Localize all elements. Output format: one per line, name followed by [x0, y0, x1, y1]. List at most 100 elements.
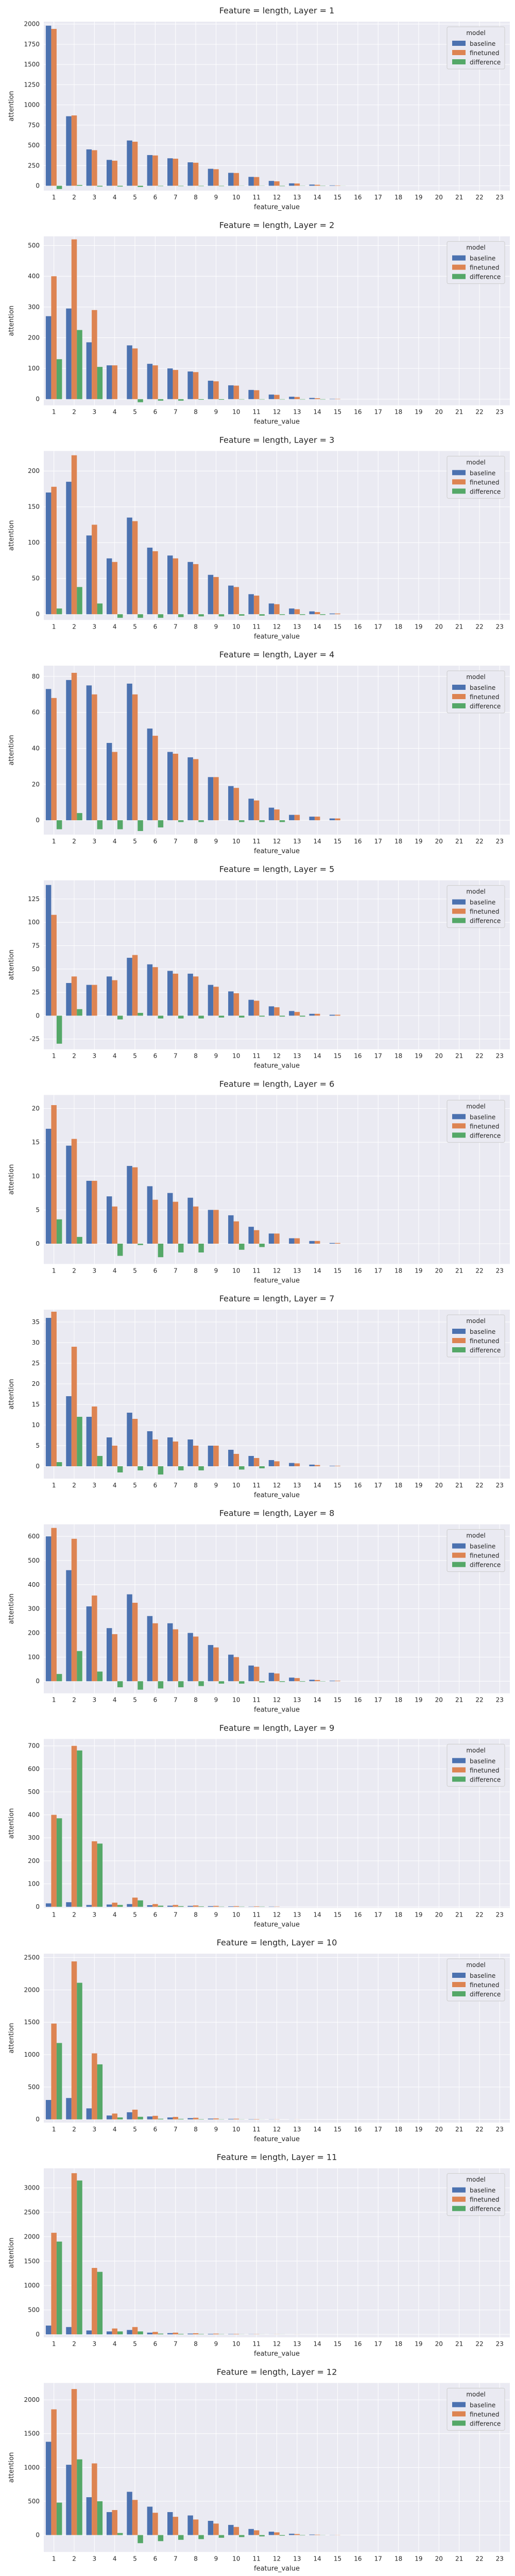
- bar-difference: [320, 399, 325, 400]
- x-tick-label: 5: [133, 1697, 137, 1704]
- x-tick-label: 19: [415, 409, 422, 416]
- bar-difference: [77, 1651, 82, 1682]
- bar-finetuned: [112, 2510, 117, 2535]
- bar-baseline: [208, 574, 214, 615]
- chart-panel-1: Feature = length, Layer = 1 0 250 500 750 100…: [8, 6, 510, 211]
- y-tick-label: 2000: [24, 2396, 40, 2403]
- x-tick-label: 10: [232, 1482, 240, 1489]
- x-axis-label: feature_value: [254, 848, 300, 855]
- chart-panel-3: Feature = length, Layer = 3 0 50 100 150 200 1…: [8, 435, 510, 640]
- bar-finetuned: [173, 1905, 179, 1907]
- bar-difference: [300, 2535, 305, 2536]
- x-tick-label: 6: [153, 194, 158, 201]
- y-tick-label: 80: [32, 673, 40, 680]
- x-tick-label: 22: [475, 1482, 483, 1489]
- bar-difference: [117, 1243, 123, 1256]
- x-tick-label: 13: [293, 623, 301, 630]
- x-tick-label: 10: [232, 1911, 240, 1918]
- y-tick-label: 200: [28, 334, 40, 341]
- x-tick-label: 2: [72, 1053, 76, 1060]
- x-tick-label: 15: [334, 2341, 341, 2348]
- legend-label-difference: difference: [470, 488, 501, 495]
- bar-baseline: [228, 2119, 234, 2120]
- bar-difference: [97, 2501, 103, 2535]
- x-tick-label: 6: [153, 2555, 158, 2562]
- bar-difference: [138, 185, 143, 187]
- x-tick-label: 14: [314, 1053, 321, 1060]
- x-tick-label: 19: [415, 1482, 422, 1489]
- bar-baseline: [208, 2119, 214, 2120]
- bar-difference: [138, 1681, 143, 1690]
- legend-swatch-baseline: [452, 1329, 466, 1334]
- legend-box: [447, 1529, 505, 1572]
- bar-baseline: [147, 1905, 153, 1907]
- legend: model baseline finetuned difference: [447, 26, 505, 70]
- legend-box: [447, 885, 505, 928]
- bar-difference: [117, 2331, 123, 2334]
- bar-finetuned: [233, 788, 239, 821]
- bar-finetuned: [132, 1419, 138, 1466]
- x-tick-label: 21: [455, 1911, 463, 1918]
- x-tick-label: 5: [133, 838, 137, 845]
- y-tick-label: 2000: [24, 21, 40, 28]
- x-tick-label: 6: [153, 409, 158, 416]
- x-tick-label: 1: [52, 194, 56, 201]
- x-tick-label: 12: [273, 1267, 281, 1274]
- x-tick-label: 3: [93, 1911, 97, 1918]
- chart-title: Feature = length, Layer = 3: [219, 435, 335, 445]
- x-tick-label: 5: [133, 2126, 137, 2133]
- legend-swatch-difference: [452, 2206, 466, 2211]
- legend: model baseline finetuned difference: [447, 1099, 505, 1143]
- x-tick-label: 17: [374, 2555, 382, 2562]
- bar-baseline: [208, 1645, 214, 1682]
- bar-baseline: [106, 1904, 112, 1907]
- bar-finetuned: [71, 976, 77, 1016]
- x-tick-label: 4: [113, 409, 117, 416]
- bar-difference: [56, 1818, 62, 1907]
- bar-difference: [158, 1466, 164, 1475]
- bar-baseline: [45, 885, 52, 1016]
- bar-baseline: [147, 728, 153, 821]
- x-tick-label: 18: [394, 409, 402, 416]
- bar-difference: [259, 614, 265, 616]
- y-tick-label: 1500: [24, 2258, 40, 2265]
- bar-baseline: [127, 1413, 132, 1466]
- y-tick-label: 75: [32, 942, 40, 950]
- bar-difference: [279, 399, 285, 400]
- x-tick-label: 1: [52, 1267, 56, 1274]
- x-axis-label: feature_value: [254, 2350, 300, 2358]
- bar-finetuned: [173, 558, 179, 615]
- legend-label-baseline: baseline: [470, 40, 495, 47]
- bar-finetuned: [51, 276, 57, 399]
- x-tick-label: 11: [253, 1911, 261, 1918]
- bar-finetuned: [314, 1241, 320, 1244]
- bar-difference: [56, 2043, 62, 2120]
- bar-baseline: [309, 1013, 315, 1016]
- bar-baseline: [45, 492, 52, 615]
- bar-difference: [117, 1905, 123, 1907]
- bar-finetuned: [294, 609, 300, 615]
- x-tick-label: 18: [394, 2555, 402, 2562]
- x-tick-label: 3: [93, 2555, 97, 2562]
- x-tick-label: 14: [314, 1482, 321, 1489]
- legend-title: model: [466, 2391, 485, 2398]
- bar-difference: [138, 2116, 143, 2120]
- bar-difference: [138, 2535, 143, 2544]
- legend-label-baseline: baseline: [470, 2187, 495, 2194]
- bar-finetuned: [71, 1139, 77, 1244]
- bar-difference: [158, 1243, 164, 1258]
- x-tick-label: 15: [334, 409, 341, 416]
- x-tick-label: 10: [232, 2126, 240, 2133]
- bar-baseline: [329, 818, 335, 821]
- x-tick-label: 2: [72, 1911, 76, 1918]
- y-tick-label: 0: [36, 396, 40, 403]
- bar-difference: [198, 1466, 204, 1470]
- bar-finetuned: [213, 2118, 219, 2120]
- x-tick-label: 11: [253, 1697, 261, 1704]
- bar-baseline: [167, 752, 173, 821]
- x-tick-label: 23: [496, 2341, 504, 2348]
- bar-difference: [77, 2180, 82, 2334]
- legend-swatch-difference: [452, 488, 466, 494]
